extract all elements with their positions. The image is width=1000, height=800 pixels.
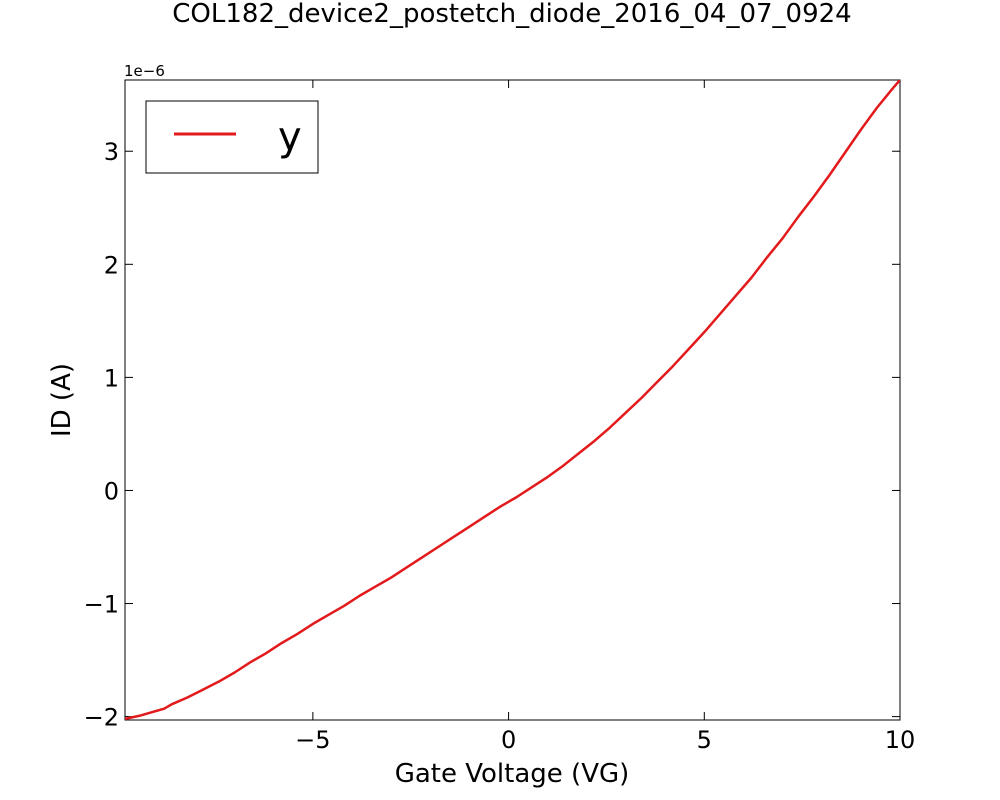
legend-label: y — [278, 114, 302, 160]
series-line-y — [125, 80, 900, 720]
y-tick-label: 1 — [104, 364, 119, 392]
x-axis-label: Gate Voltage (VG) — [395, 759, 630, 789]
x-tick-label: 10 — [885, 726, 916, 754]
x-tick-label: −5 — [295, 726, 330, 754]
series-layer — [125, 80, 900, 720]
chart-title: COL182_device2_postetch_diode_2016_04_07… — [172, 0, 851, 29]
x-tick-label: 5 — [697, 726, 712, 754]
y-tick-label: −1 — [84, 591, 119, 619]
legend-box — [145, 100, 319, 174]
y-tick-label: 3 — [104, 138, 119, 166]
y-tick-label: 0 — [104, 477, 119, 505]
axis-ticks — [125, 80, 901, 720]
plot-area — [124, 79, 901, 721]
x-tick-label: 0 — [501, 726, 516, 754]
axis-tick-labels: −5 0 5 10 −2 −1 0 1 2 3 — [84, 138, 916, 754]
y-tick-label: −2 — [84, 704, 119, 732]
y-axis-label: ID (A) — [47, 363, 77, 437]
y-tick-label: 2 — [104, 251, 119, 279]
legend: y — [145, 100, 319, 174]
y-offset-label: 1e−6 — [124, 62, 165, 80]
